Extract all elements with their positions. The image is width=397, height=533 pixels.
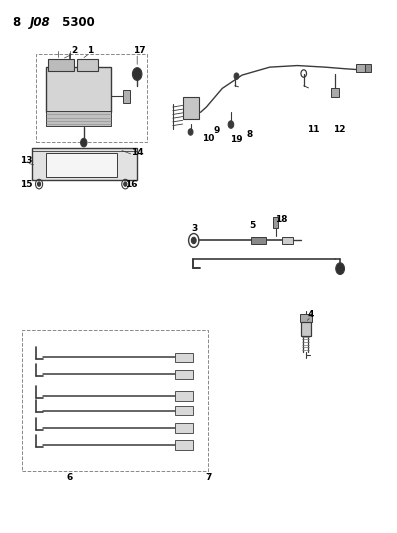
Circle shape <box>234 73 239 79</box>
Bar <box>183 98 198 119</box>
Bar <box>365 64 371 72</box>
Text: 2: 2 <box>71 46 77 55</box>
Text: 1: 1 <box>87 46 93 55</box>
Bar <box>251 237 266 244</box>
Bar <box>36 54 147 142</box>
Text: 19: 19 <box>230 135 243 144</box>
Text: 13: 13 <box>20 156 33 165</box>
Bar <box>300 314 312 322</box>
Bar <box>175 391 193 401</box>
Bar <box>32 149 137 180</box>
Bar <box>356 64 365 72</box>
Circle shape <box>133 68 142 80</box>
Circle shape <box>124 182 127 186</box>
Bar <box>46 111 112 126</box>
Circle shape <box>37 182 40 186</box>
Bar <box>23 330 208 471</box>
Bar <box>77 59 98 71</box>
Bar <box>331 88 339 98</box>
Bar <box>48 59 74 71</box>
Bar <box>175 353 193 362</box>
Text: 12: 12 <box>333 125 345 134</box>
Text: 11: 11 <box>307 125 320 134</box>
Bar <box>175 369 193 379</box>
Text: 14: 14 <box>131 148 143 157</box>
Text: J08: J08 <box>30 15 51 29</box>
Bar <box>175 440 193 450</box>
Text: 16: 16 <box>125 180 137 189</box>
Text: 7: 7 <box>205 473 212 482</box>
Text: 8: 8 <box>13 15 25 29</box>
Circle shape <box>81 139 87 147</box>
Text: 10: 10 <box>202 134 214 143</box>
Text: 17: 17 <box>133 46 145 55</box>
Text: 6: 6 <box>67 473 73 482</box>
Bar <box>123 90 131 103</box>
Bar <box>46 154 118 177</box>
Text: 15: 15 <box>20 180 33 189</box>
Circle shape <box>188 129 193 135</box>
Circle shape <box>228 121 234 128</box>
Bar <box>301 322 311 336</box>
Bar <box>175 406 193 415</box>
Text: 9: 9 <box>213 126 220 135</box>
Text: 5300: 5300 <box>58 15 95 29</box>
Text: 4: 4 <box>308 310 314 319</box>
Bar <box>175 423 193 433</box>
Bar <box>46 67 112 112</box>
Bar <box>273 217 278 228</box>
Text: 8: 8 <box>247 130 253 139</box>
Bar <box>281 237 293 244</box>
Circle shape <box>336 263 345 274</box>
Text: 5: 5 <box>249 221 255 230</box>
Circle shape <box>191 237 196 244</box>
Text: 3: 3 <box>191 224 198 233</box>
Text: 18: 18 <box>276 215 288 224</box>
